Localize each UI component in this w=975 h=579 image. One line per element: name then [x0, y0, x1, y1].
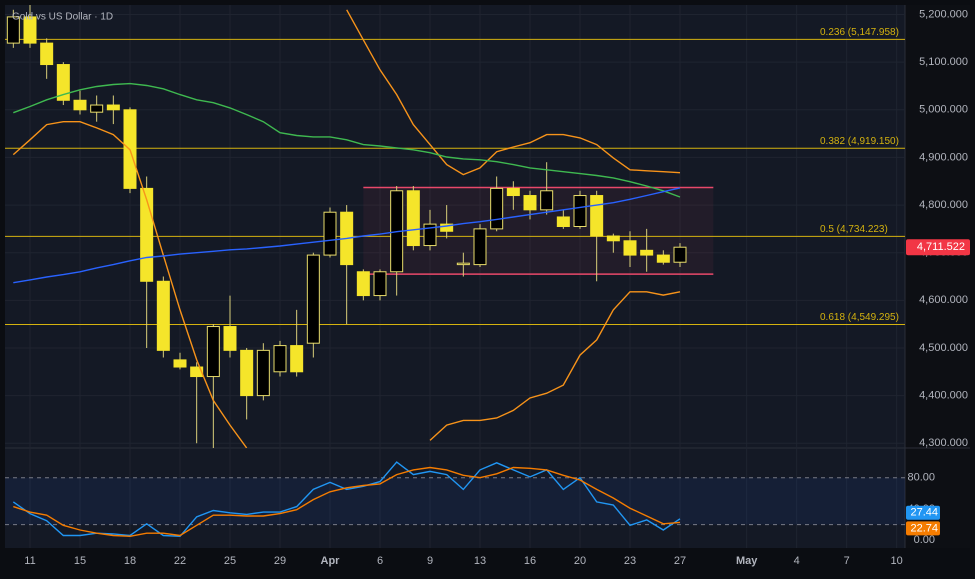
candle-body [273, 345, 287, 373]
candle-body [106, 104, 120, 111]
candle-body [290, 345, 304, 373]
band-fill [5, 477, 905, 525]
candle-body [173, 359, 187, 368]
oscillator-line [12, 461, 681, 538]
x-tick-label: 18 [124, 555, 136, 567]
x-tick-label: 25 [224, 555, 236, 567]
x-tick-label: Apr [321, 555, 341, 567]
axes: 11 15 18 22 25 29 Apr 6 9 13 16 20 23 27 May 4 7 10 4,300.… [24, 8, 970, 567]
oscillator-line [13, 466, 681, 538]
oscillator-plot [5, 461, 905, 538]
candle-body [406, 190, 420, 247]
candle-body [240, 349, 254, 397]
y-tick-label: 5,000.000 [919, 104, 968, 116]
y-tick-label: 80.00 [907, 472, 935, 484]
candle-body [540, 190, 554, 211]
y-tick-label: 4,800.000 [919, 199, 968, 211]
candle-body [490, 187, 504, 230]
candle-body [23, 16, 37, 44]
indicator-line [12, 121, 681, 448]
candle-body [306, 254, 320, 344]
last-value-tag [906, 521, 940, 536]
y-tick-label: 0.00 [914, 534, 935, 546]
candle-body [573, 195, 587, 227]
candle-body [190, 366, 204, 378]
indicator-line [13, 82, 681, 198]
candle-body [206, 326, 220, 378]
range-box [363, 187, 714, 275]
candle-body [556, 216, 570, 227]
x-tick-label: 4 [794, 555, 800, 567]
candle-body [423, 223, 437, 247]
fib-label: 0.618 (4,549.295) [820, 312, 899, 323]
fib-label: 0.236 (5,147.958) [820, 27, 899, 38]
x-tick-label: 9 [427, 555, 433, 567]
candle-body [90, 104, 104, 113]
candle-body [456, 262, 470, 266]
candle-body [156, 280, 170, 351]
grid [5, 5, 905, 548]
x-tick-label: 7 [844, 555, 850, 567]
y-tick-label: 4,400.000 [919, 390, 968, 402]
last-value-label: 22.74 [910, 522, 938, 534]
x-tick-label: 27 [674, 555, 686, 567]
x-tick-label: 23 [624, 555, 636, 567]
y-tick-label: 4,600.000 [919, 294, 968, 306]
candle-body [523, 195, 537, 211]
x-tick-label: 16 [524, 555, 536, 567]
candle-body [506, 187, 520, 197]
y-tick-label: 5,100.000 [919, 56, 968, 68]
x-tick-label: 10 [891, 555, 903, 567]
candle-body [656, 254, 670, 263]
candle-body [6, 16, 20, 44]
candle-body [606, 235, 620, 242]
x-tick-label: 11 [24, 555, 35, 567]
candle-body [356, 271, 370, 297]
x-tick-label: May [736, 555, 758, 567]
candle-body [640, 249, 654, 256]
y-tick-label: 4,900.000 [919, 151, 968, 163]
x-tick-label: 20 [574, 555, 586, 567]
last-price-tag [906, 239, 970, 256]
price-plot [5, 5, 905, 448]
candle-body [223, 326, 237, 351]
candle-body [56, 64, 70, 101]
candle-body [440, 223, 454, 232]
indicator-line [13, 187, 681, 284]
chart-title: Gold vs US Dollar · 1D [12, 12, 113, 23]
last-price-label: 4,711.522 [917, 241, 965, 253]
y-tick-label: 4,300.000 [919, 437, 968, 449]
candle-body [73, 99, 87, 111]
last-value-tag [906, 505, 940, 520]
price-scale [905, 5, 970, 548]
candle-body [140, 187, 154, 282]
y-tick-label: 5,200.000 [919, 8, 968, 20]
candle-body [40, 42, 54, 66]
candle-body [373, 271, 387, 297]
indicator-line [346, 9, 681, 176]
x-tick-label: 15 [74, 555, 86, 567]
candle-body [673, 246, 687, 263]
candle-body [473, 228, 487, 266]
candle-body [256, 349, 270, 397]
x-tick-label: 13 [474, 555, 486, 567]
y-tick-label: 4,500.000 [919, 342, 968, 354]
candle-body [623, 240, 637, 256]
fib-label: 0.5 (4,734.223) [820, 224, 888, 235]
x-tick-label: 29 [274, 555, 286, 567]
x-tick-label: 22 [174, 555, 186, 567]
fib-label: 0.382 (4,919.150) [820, 136, 899, 147]
oscillator-pane [5, 448, 905, 548]
candle-body [590, 195, 604, 237]
x-tick-label: 6 [377, 555, 383, 567]
last-value-label: 27.44 [910, 507, 938, 519]
candle-body [323, 211, 337, 256]
